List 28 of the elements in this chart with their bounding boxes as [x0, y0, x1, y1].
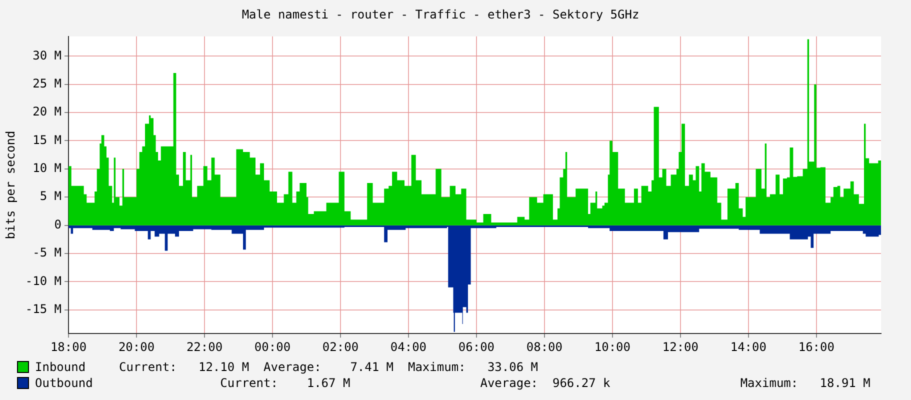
- y-tick-label: -15 M: [25, 302, 62, 316]
- x-tick-label: 12:00: [662, 340, 698, 354]
- y-tick-label: 0: [54, 217, 62, 232]
- x-tick-label: 10:00: [594, 340, 631, 354]
- y-tick-label: -5 M: [32, 246, 62, 260]
- x-tick-label: 06:00: [458, 340, 495, 354]
- x-tick-label: 00:00: [254, 340, 291, 354]
- y-tick-label: 20 M: [32, 104, 62, 119]
- text: Current: 1.67 M Average: 966.27 k Maximum: 18.91 M: [219, 375, 870, 391]
- y-tick-label: 10 M: [32, 161, 62, 176]
- x-tick-label: 18:00: [50, 340, 87, 354]
- y-tick-label: 15 M: [32, 132, 62, 147]
- legend-label: Inbound: [35, 359, 87, 375]
- y-axis-title: bits per second: [3, 130, 18, 240]
- y-tick-label: 5 M: [40, 189, 62, 204]
- x-tick-label: 08:00: [526, 340, 563, 354]
- x-tick-label: 04:00: [390, 340, 427, 354]
- x-tick-label: 20:00: [118, 340, 155, 354]
- y-tick-label: 25 M: [32, 76, 62, 90]
- y-tick-label: -10 M: [25, 274, 62, 288]
- text: Current: 12.10 M Average: 7.41 M Maximum: 33.06 M: [119, 359, 538, 375]
- x-tick-label: 02:00: [322, 340, 359, 354]
- legend-label: Outbound: [35, 375, 94, 391]
- x-tick-label: 22:00: [186, 340, 223, 354]
- chart-title: Male namesti - router - Traffic - ether3 - Sektory 5GHz: [242, 7, 640, 22]
- x-tick-label: 16:00: [798, 340, 834, 354]
- x-tick-label: 14:00: [730, 340, 766, 354]
- y-tick-label: 30 M: [32, 48, 62, 62]
